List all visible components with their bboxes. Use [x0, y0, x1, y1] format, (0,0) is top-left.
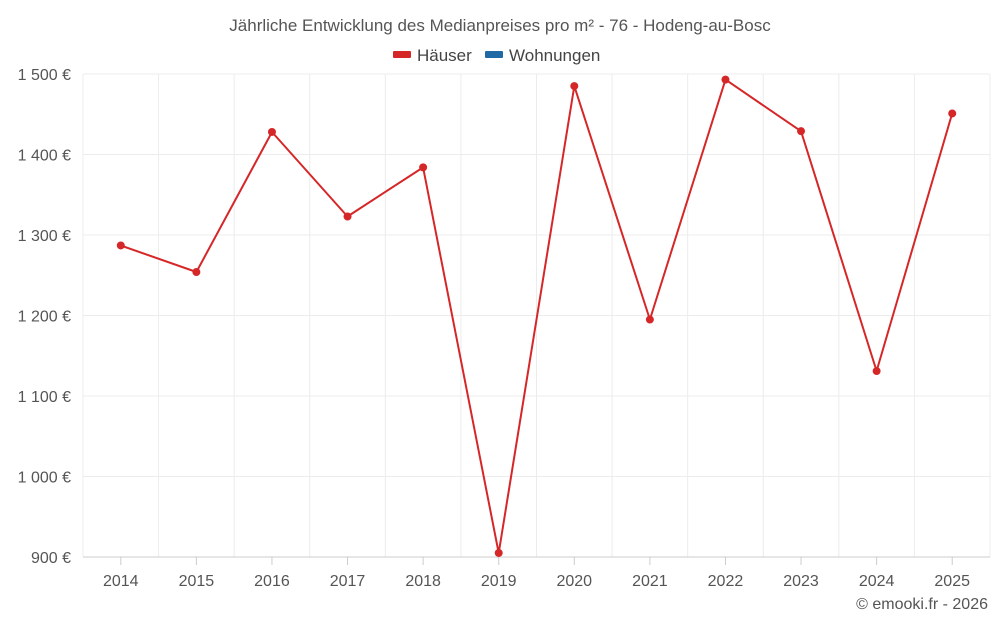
credit-text: © emooki.fr - 2026 — [856, 596, 988, 613]
x-tick-label: 2022 — [708, 573, 744, 590]
y-tick-label: 900 € — [31, 550, 71, 567]
data-point-2016[interactable] — [267, 127, 276, 136]
y-axis: 900 € 1 000 € 1 100 € 1 200 € 1 300 € 1 400 €… — [18, 67, 71, 567]
legend-swatch-wohnungen — [485, 51, 503, 58]
data-point-2020[interactable] — [570, 82, 579, 91]
x-tick-label: 2020 — [556, 573, 592, 590]
x-tick-label: 2016 — [254, 573, 290, 590]
chart-title: Jährliche Entwicklung des Medianpreises … — [229, 16, 771, 35]
y-tick-label: 1 500 € — [18, 67, 71, 84]
x-tick-label: 2023 — [783, 573, 819, 590]
legend-label-wohnungen: Wohnungen — [509, 46, 600, 65]
data-point-2018[interactable] — [419, 163, 428, 172]
legend-swatch-haeuser — [393, 51, 411, 58]
series-line-haeuser — [120, 78, 954, 554]
x-tick-label: 2024 — [859, 573, 895, 590]
y-tick-label: 1 100 € — [18, 389, 71, 406]
legend: Häuser Wohnungen — [393, 46, 600, 65]
x-axis: 2014 2015 2016 2017 2018 2019 2020 2021 2022 2023… — [83, 556, 990, 590]
data-point-2024[interactable] — [872, 367, 881, 376]
data-point-2021[interactable] — [645, 315, 654, 324]
data-point-2019[interactable] — [494, 548, 503, 557]
data-point-2017[interactable] — [343, 212, 352, 221]
x-tick-label: 2015 — [179, 573, 215, 590]
x-tick-label: 2025 — [934, 573, 970, 590]
y-tick-label: 1 200 € — [18, 309, 71, 326]
data-point-2025[interactable] — [948, 109, 957, 118]
legend-item-haeuser[interactable]: Häuser — [393, 46, 472, 65]
data-point-2022[interactable] — [721, 75, 730, 84]
legend-label-haeuser: Häuser — [417, 46, 472, 65]
x-tick-label: 2017 — [330, 573, 366, 590]
x-tick-label: 2021 — [632, 573, 668, 590]
data-point-2015[interactable] — [192, 268, 201, 277]
series-haeuser — [116, 75, 957, 557]
y-tick-label: 1 000 € — [18, 470, 71, 487]
data-point-2023[interactable] — [797, 127, 806, 136]
x-tick-label: 2019 — [481, 573, 517, 590]
y-tick-label: 1 300 € — [18, 228, 71, 245]
legend-item-wohnungen[interactable]: Wohnungen — [485, 46, 600, 65]
x-tick-label: 2018 — [405, 573, 441, 590]
y-tick-label: 1 400 € — [18, 148, 71, 165]
x-tick-label: 2014 — [103, 573, 139, 590]
data-point-2014[interactable] — [116, 241, 125, 250]
